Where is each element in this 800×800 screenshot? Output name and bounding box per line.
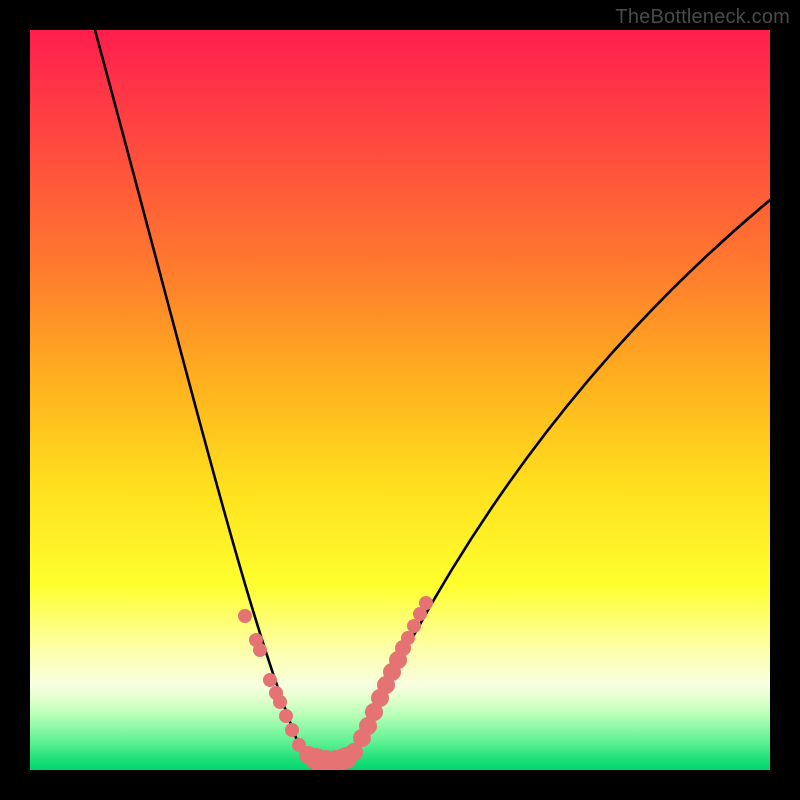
watermark-text: TheBottleneck.com <box>615 6 790 29</box>
bottleneck-curve <box>95 30 770 764</box>
chart-stage: TheBottleneck.com <box>0 0 800 800</box>
data-marker <box>263 673 277 687</box>
data-marker <box>285 723 299 737</box>
data-marker <box>253 643 267 657</box>
data-marker <box>238 609 252 623</box>
data-marker <box>273 695 287 709</box>
data-marker <box>401 631 415 645</box>
data-marker <box>279 709 293 723</box>
data-marker <box>407 619 421 633</box>
chart-svg <box>0 0 800 800</box>
data-marker <box>419 596 433 610</box>
